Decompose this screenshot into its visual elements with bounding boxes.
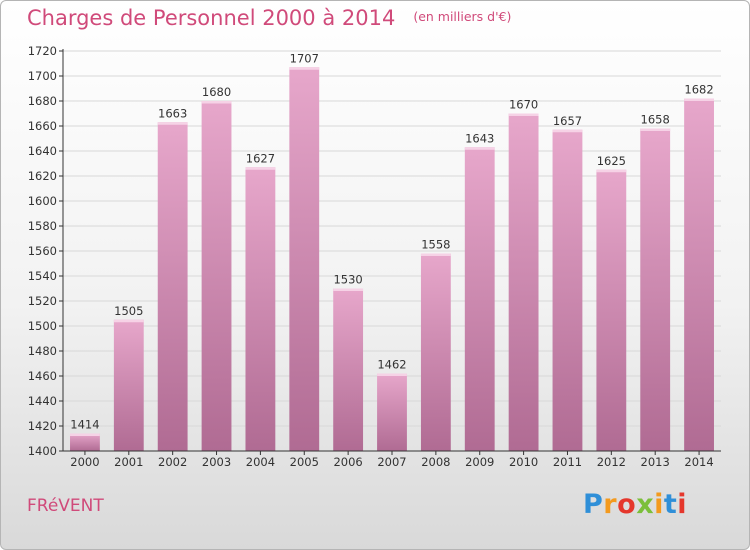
data-label: 1657 — [553, 114, 582, 128]
y-tick-label: 1400 — [28, 444, 57, 458]
y-tick-label: 1560 — [28, 244, 57, 258]
logo-letter: i — [677, 489, 688, 520]
bar — [201, 101, 232, 451]
bar-highlight — [684, 98, 714, 101]
y-tick-label: 1640 — [28, 144, 57, 158]
y-tick-label: 1660 — [28, 119, 57, 133]
x-tick-label: 2006 — [333, 455, 362, 469]
data-label: 1682 — [684, 83, 713, 97]
bar-highlight — [552, 129, 583, 133]
x-tick-label: 2005 — [290, 455, 319, 469]
x-tick-label: 2002 — [158, 455, 187, 469]
chart-subtitle: (en milliers d'€) — [413, 9, 512, 24]
x-tick-label: 2009 — [465, 455, 494, 469]
data-label: 1643 — [465, 131, 494, 145]
x-tick-label: 2008 — [421, 455, 450, 469]
x-tick-label: 2012 — [597, 455, 626, 469]
y-tick-label: 1440 — [28, 394, 57, 408]
chart-title: Charges de Personnel 2000 à 2014 (en mill… — [27, 6, 511, 30]
data-label: 1530 — [333, 273, 362, 287]
bar-highlight — [377, 373, 407, 376]
bar-highlight — [245, 167, 276, 170]
x-tick-label: 2010 — [509, 455, 538, 469]
bar-highlight — [201, 101, 232, 104]
y-tick-label: 1540 — [28, 269, 57, 283]
bar — [70, 433, 100, 451]
data-label: 1663 — [158, 106, 187, 120]
logo-letter: o — [617, 489, 637, 520]
bar — [245, 167, 276, 451]
y-tick-label: 1500 — [28, 319, 57, 333]
bar — [113, 319, 144, 451]
bar-highlight — [157, 122, 188, 125]
y-tick-label: 1580 — [28, 219, 57, 233]
y-tick-label: 1720 — [28, 44, 57, 58]
x-tick-label: 2013 — [641, 455, 670, 469]
data-label: 1414 — [70, 418, 99, 432]
y-tick-label: 1700 — [28, 69, 57, 83]
bar — [377, 373, 407, 451]
x-tick-label: 2000 — [70, 455, 99, 469]
bar-highlight — [464, 147, 495, 150]
y-tick-label: 1620 — [28, 169, 57, 183]
bar-highlight — [333, 288, 364, 291]
x-tick-label: 2007 — [377, 455, 406, 469]
logo-letter: r — [603, 489, 618, 520]
logo-letter: i — [654, 489, 664, 520]
bar — [464, 147, 495, 451]
x-tick-label: 2004 — [246, 455, 275, 469]
logo-letter: x — [636, 489, 655, 520]
bar — [596, 169, 627, 451]
y-tick-label: 1480 — [28, 344, 57, 358]
data-label: 1707 — [290, 51, 319, 65]
data-label: 1670 — [509, 98, 538, 112]
bar — [640, 128, 671, 451]
bar-highlight — [113, 319, 144, 323]
y-tick-label: 1420 — [28, 419, 57, 433]
bar — [157, 122, 188, 451]
location-name: FRéVENT — [27, 496, 104, 516]
x-tick-label: 2001 — [114, 455, 143, 469]
bar-highlight — [640, 128, 671, 131]
bar-highlight — [70, 433, 100, 436]
bar — [684, 98, 714, 451]
y-tick-label: 1460 — [28, 369, 57, 383]
bar-highlight — [596, 169, 627, 173]
y-tick-label: 1680 — [28, 94, 57, 108]
bar — [552, 129, 583, 451]
bar — [289, 67, 320, 451]
x-tick-label: 2014 — [684, 455, 713, 469]
chart-title-text: Charges de Personnel 2000 à 2014 — [27, 6, 396, 30]
data-label: 1658 — [641, 113, 670, 127]
bar-highlight — [289, 67, 320, 70]
y-tick-label: 1600 — [28, 194, 57, 208]
data-label: 1625 — [597, 154, 626, 168]
bar — [508, 113, 539, 451]
data-label: 1627 — [246, 151, 275, 165]
bar — [420, 253, 451, 451]
x-tick-label: 2011 — [553, 455, 582, 469]
data-label: 1558 — [421, 238, 450, 252]
proxiti-logo: Proxiti — [583, 489, 687, 520]
bar — [333, 288, 364, 451]
data-label: 1680 — [202, 85, 231, 99]
axes: 1400 1420 1440 1460 1480 1500 1520 1540 1560 1580… — [28, 44, 721, 469]
logo-letter: P — [583, 489, 604, 520]
data-label: 1462 — [377, 358, 406, 372]
bar-highlight — [420, 253, 451, 256]
bars: 1414 1505 1663 1680 1627 1707 1530 1462 1558 1643… — [70, 51, 714, 451]
logo-letter: t — [663, 489, 678, 520]
bar-highlight — [508, 113, 539, 116]
x-tick-label: 2003 — [202, 455, 231, 469]
y-tick-label: 1520 — [28, 294, 57, 308]
data-label: 1505 — [114, 304, 143, 318]
